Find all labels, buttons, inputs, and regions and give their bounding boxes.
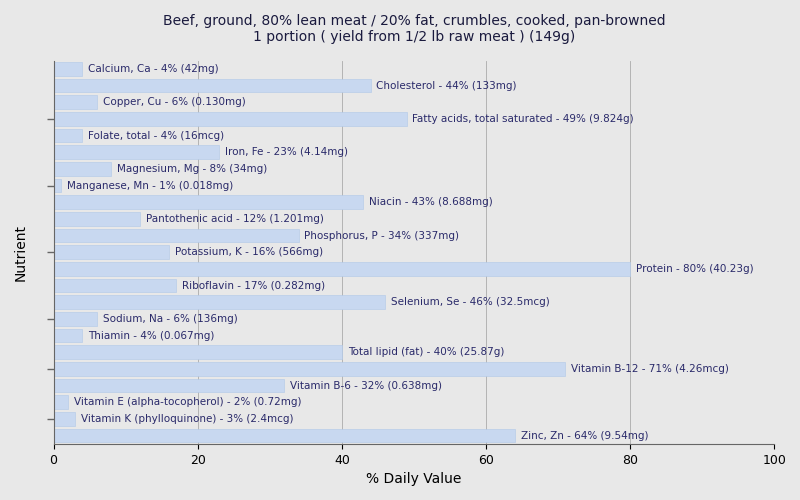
Text: Total lipid (fat) - 40% (25.87g): Total lipid (fat) - 40% (25.87g) — [347, 347, 504, 357]
Bar — [54, 246, 169, 259]
Title: Beef, ground, 80% lean meat / 20% fat, crumbles, cooked, pan-browned
1 portion (: Beef, ground, 80% lean meat / 20% fat, c… — [162, 14, 665, 44]
Bar — [54, 78, 370, 92]
Text: Vitamin B-6 - 32% (0.638mg): Vitamin B-6 - 32% (0.638mg) — [290, 380, 442, 390]
X-axis label: % Daily Value: % Daily Value — [366, 472, 462, 486]
Text: Vitamin K (phylloquinone) - 3% (2.4mcg): Vitamin K (phylloquinone) - 3% (2.4mcg) — [81, 414, 294, 424]
Text: Sodium, Na - 6% (136mg): Sodium, Na - 6% (136mg) — [102, 314, 238, 324]
Bar — [54, 96, 97, 109]
Text: Potassium, K - 16% (566mg): Potassium, K - 16% (566mg) — [174, 247, 322, 257]
Bar — [54, 346, 342, 359]
Bar — [54, 428, 514, 442]
Text: Niacin - 43% (8.688mg): Niacin - 43% (8.688mg) — [370, 197, 493, 207]
Bar — [54, 312, 97, 326]
Text: Copper, Cu - 6% (0.130mg): Copper, Cu - 6% (0.130mg) — [102, 97, 246, 107]
Text: Riboflavin - 17% (0.282mg): Riboflavin - 17% (0.282mg) — [182, 280, 325, 290]
Bar — [54, 296, 385, 309]
Text: Phosphorus, P - 34% (337mg): Phosphorus, P - 34% (337mg) — [304, 230, 459, 240]
Bar — [54, 262, 630, 276]
Text: Vitamin E (alpha-tocopherol) - 2% (0.72mg): Vitamin E (alpha-tocopherol) - 2% (0.72m… — [74, 397, 302, 407]
Text: Zinc, Zn - 64% (9.54mg): Zinc, Zn - 64% (9.54mg) — [521, 430, 648, 440]
Text: Fatty acids, total saturated - 49% (9.824g): Fatty acids, total saturated - 49% (9.82… — [413, 114, 634, 124]
Bar — [54, 212, 140, 226]
Bar — [54, 162, 111, 175]
Text: Calcium, Ca - 4% (42mg): Calcium, Ca - 4% (42mg) — [88, 64, 218, 74]
Text: Manganese, Mn - 1% (0.018mg): Manganese, Mn - 1% (0.018mg) — [66, 180, 233, 190]
Bar — [54, 178, 61, 192]
Text: Folate, total - 4% (16mcg): Folate, total - 4% (16mcg) — [88, 130, 224, 140]
Text: Iron, Fe - 23% (4.14mg): Iron, Fe - 23% (4.14mg) — [225, 147, 348, 157]
Text: Thiamin - 4% (0.067mg): Thiamin - 4% (0.067mg) — [88, 330, 214, 340]
Bar — [54, 62, 82, 76]
Text: Selenium, Se - 46% (32.5mcg): Selenium, Se - 46% (32.5mcg) — [391, 297, 550, 307]
Bar — [54, 228, 298, 242]
Bar — [54, 396, 68, 409]
Text: Cholesterol - 44% (133mg): Cholesterol - 44% (133mg) — [377, 80, 517, 90]
Bar — [54, 146, 219, 159]
Bar — [54, 412, 75, 426]
Text: Protein - 80% (40.23g): Protein - 80% (40.23g) — [636, 264, 754, 274]
Text: Magnesium, Mg - 8% (34mg): Magnesium, Mg - 8% (34mg) — [117, 164, 267, 174]
Bar — [54, 278, 176, 292]
Bar — [54, 378, 284, 392]
Bar — [54, 196, 363, 209]
Bar — [54, 362, 566, 376]
Bar — [54, 328, 82, 342]
Text: Pantothenic acid - 12% (1.201mg): Pantothenic acid - 12% (1.201mg) — [146, 214, 324, 224]
Bar — [54, 128, 82, 142]
Bar — [54, 112, 406, 126]
Y-axis label: Nutrient: Nutrient — [14, 224, 28, 280]
Text: Vitamin B-12 - 71% (4.26mcg): Vitamin B-12 - 71% (4.26mcg) — [571, 364, 729, 374]
